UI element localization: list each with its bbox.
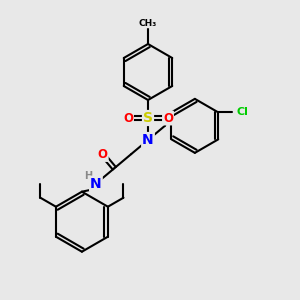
Text: S: S [143, 111, 153, 125]
Text: O: O [123, 112, 133, 124]
Text: O: O [163, 112, 173, 124]
Text: H: H [84, 171, 92, 181]
Text: O: O [98, 148, 108, 161]
Text: N: N [90, 177, 102, 191]
Text: CH₃: CH₃ [139, 19, 157, 28]
Text: N: N [142, 133, 154, 147]
Text: Cl: Cl [236, 107, 248, 117]
